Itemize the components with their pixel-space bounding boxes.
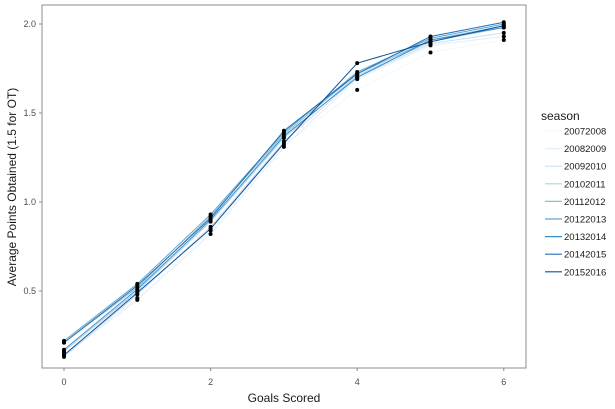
data-point: [355, 75, 360, 80]
legend: season 20072008 20082009 20092010 20102011 2…: [541, 109, 606, 278]
data-point: [135, 283, 140, 288]
legend-label: 20102011: [564, 179, 606, 190]
y-axis-title: Average Points Obtained (1.5 for OT): [5, 88, 19, 287]
data-point: [62, 353, 66, 358]
legend-label: 20142015: [564, 250, 606, 261]
x-axis: 0 2 4 6: [61, 368, 506, 387]
x-axis-title: Goals Scored: [248, 391, 321, 405]
data-point: [135, 287, 140, 292]
data-point: [281, 144, 286, 149]
data-point: [501, 30, 506, 35]
legend-label: 20132014: [564, 232, 606, 243]
y-tick-label: 2.0: [23, 19, 36, 29]
data-point: [281, 134, 286, 139]
y-tick-label: 0.5: [23, 286, 36, 296]
data-point: [62, 347, 66, 352]
data-points: [62, 20, 506, 359]
data-point: [355, 71, 360, 76]
data-point: [135, 290, 140, 295]
data-point: [428, 50, 433, 55]
y-tick-label: 1.0: [23, 197, 36, 207]
x-tick-label: 0: [61, 377, 66, 387]
data-point: [62, 340, 66, 345]
legend-label: 20092010: [564, 162, 606, 173]
data-point: [501, 38, 506, 43]
x-tick-label: 2: [208, 377, 213, 387]
x-tick-label: 6: [501, 377, 506, 387]
legend-label: 20082009: [564, 144, 606, 155]
legend-label: 20152016: [564, 267, 606, 278]
y-tick-label: 1.5: [23, 108, 36, 118]
legend-label: 20072008: [564, 127, 606, 138]
data-point: [208, 226, 213, 231]
data-point: [355, 87, 360, 92]
y-axis: 0.5 1.0 1.5 2.0: [23, 19, 42, 296]
data-point: [501, 20, 506, 25]
data-point: [355, 61, 360, 66]
data-point: [208, 232, 213, 237]
data-point: [428, 39, 433, 44]
data-point: [208, 212, 213, 217]
data-point: [501, 34, 506, 39]
legend-title: season: [541, 109, 580, 123]
data-point: [135, 297, 140, 302]
x-tick-label: 4: [355, 377, 360, 387]
data-point: [501, 23, 506, 28]
data-point: [208, 216, 213, 221]
legend-label: 20122013: [564, 215, 606, 226]
data-point: [281, 128, 286, 133]
legend-label: 20112012: [564, 197, 606, 208]
data-point: [428, 34, 433, 39]
data-point: [281, 141, 286, 146]
